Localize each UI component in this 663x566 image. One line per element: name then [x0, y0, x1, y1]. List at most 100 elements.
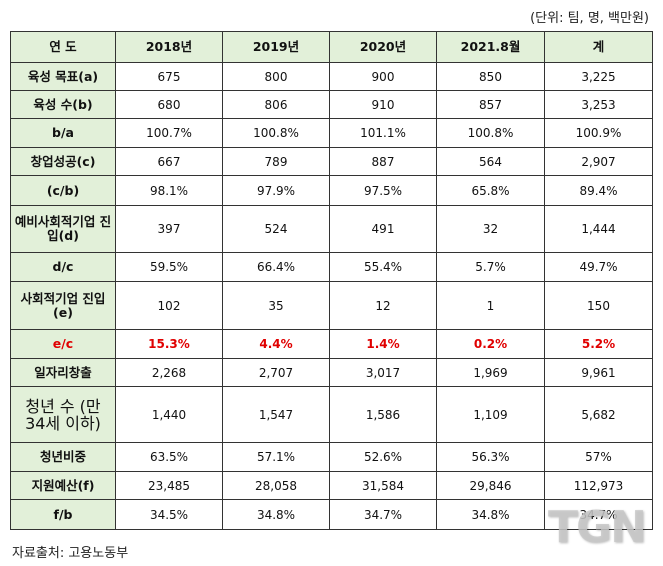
table-cell: 2,707: [222, 358, 330, 387]
row-label: e/c: [10, 329, 116, 359]
table-row: 일자리창출 2,268 2,707 3,017 1,969 9,961: [10, 358, 653, 387]
table-cell: 34.7%: [329, 499, 437, 530]
table-cell: 675: [115, 62, 223, 91]
table-cell: 52.6%: [329, 442, 437, 472]
table-cell: 65.8%: [436, 175, 545, 206]
table-cell: 55.4%: [329, 252, 437, 282]
table-cell: 3,017: [329, 358, 437, 387]
table-row: b/a 100.7% 100.8% 101.1% 100.8% 100.9%: [10, 118, 653, 148]
row-label: b/a: [10, 118, 116, 148]
row-label: 사회적기업 진입(e): [10, 281, 116, 330]
table-cell: 23,485: [115, 471, 223, 500]
table-cell: 112,973: [544, 471, 653, 500]
table-row-highlight: e/c 15.3% 4.4% 1.4% 0.2% 5.2%: [10, 329, 653, 359]
table-cell: 2,268: [115, 358, 223, 387]
header-cell-year: 연 도: [10, 31, 116, 63]
table-cell: 100.9%: [544, 118, 653, 148]
table-cell: 1,109: [436, 386, 545, 443]
table-cell: 35: [222, 281, 330, 330]
table-cell: 910: [329, 90, 437, 119]
table-cell: 49.7%: [544, 252, 653, 282]
header-cell-2021: 2021.8월: [436, 31, 545, 63]
row-label: 예비사회적기업 진입(d): [10, 205, 116, 253]
table-cell: 1,440: [115, 386, 223, 443]
table-cell: 524: [222, 205, 330, 253]
table-cell: 57.1%: [222, 442, 330, 472]
table-row: 청년 수 (만 34세 이하) 1,440 1,547 1,586 1,109 …: [10, 386, 653, 443]
table-cell: 3,253: [544, 90, 653, 119]
table-cell: 850: [436, 62, 545, 91]
table-cell: 89.4%: [544, 175, 653, 206]
row-label: (c/b): [10, 175, 116, 206]
table-row: (c/b) 98.1% 97.9% 97.5% 65.8% 89.4%: [10, 175, 653, 206]
table-cell: 3,225: [544, 62, 653, 91]
table-cell: 59.5%: [115, 252, 223, 282]
header-cell-2018: 2018년: [115, 31, 223, 63]
table-cell: 1,586: [329, 386, 437, 443]
table-cell: 150: [544, 281, 653, 330]
table-cell: 63.5%: [115, 442, 223, 472]
table-cell: 887: [329, 147, 437, 176]
table-cell: 680: [115, 90, 223, 119]
statistics-table: 연 도 2018년 2019년 2020년 2021.8월 계 육성 목표(a)…: [10, 31, 653, 530]
table-cell: 5.2%: [544, 329, 653, 359]
row-label: 청년 수 (만 34세 이하): [10, 386, 116, 443]
table-row: 창업성공(c) 667 789 887 564 2,907: [10, 147, 653, 176]
table-cell: 34.7%: [544, 499, 653, 530]
table-cell: 564: [436, 147, 545, 176]
table-cell: 491: [329, 205, 437, 253]
table-cell: 31,584: [329, 471, 437, 500]
watermark-logo: TGN: [548, 502, 647, 553]
table-cell: 102: [115, 281, 223, 330]
table-cell: 97.5%: [329, 175, 437, 206]
table-cell: 101.1%: [329, 118, 437, 148]
header-cell-2020: 2020년: [329, 31, 437, 63]
table-cell: 2,907: [544, 147, 653, 176]
table-cell: 66.4%: [222, 252, 330, 282]
table-cell: 34.8%: [436, 499, 545, 530]
row-label: f/b: [10, 499, 116, 530]
table-row: 육성 목표(a) 675 800 900 850 3,225: [10, 62, 653, 91]
table-cell: 28,058: [222, 471, 330, 500]
table-cell: 1,444: [544, 205, 653, 253]
row-label: 육성 목표(a): [10, 62, 116, 91]
row-label: d/c: [10, 252, 116, 282]
table-cell: 857: [436, 90, 545, 119]
table-cell: 4.4%: [222, 329, 330, 359]
table-row: 사회적기업 진입(e) 102 35 12 1 150: [10, 281, 653, 330]
header-cell-total: 계: [544, 31, 653, 63]
table-cell: 15.3%: [115, 329, 223, 359]
table-cell: 1,547: [222, 386, 330, 443]
table-row: d/c 59.5% 66.4% 55.4% 5.7% 49.7%: [10, 252, 653, 282]
table-cell: 1,969: [436, 358, 545, 387]
table-cell: 29,846: [436, 471, 545, 500]
table-cell: 32: [436, 205, 545, 253]
row-label: 육성 수(b): [10, 90, 116, 119]
table-cell: 100.8%: [436, 118, 545, 148]
table-cell: 56.3%: [436, 442, 545, 472]
table-cell: 98.1%: [115, 175, 223, 206]
row-label: 지원예산(f): [10, 471, 116, 500]
table-cell: 806: [222, 90, 330, 119]
table-cell: 12: [329, 281, 437, 330]
unit-note: (단위: 팀, 명, 백만원): [530, 11, 649, 26]
table-cell: 5.7%: [436, 252, 545, 282]
table-cell: 5,682: [544, 386, 653, 443]
table-row: f/b 34.5% 34.8% 34.7% 34.8% 34.7%: [10, 499, 653, 530]
header-cell-2019: 2019년: [222, 31, 330, 63]
table-cell: 34.5%: [115, 499, 223, 530]
table-cell: 789: [222, 147, 330, 176]
table-cell: 397: [115, 205, 223, 253]
table-cell: 0.2%: [436, 329, 545, 359]
table-row: 지원예산(f) 23,485 28,058 31,584 29,846 112,…: [10, 471, 653, 500]
table-cell: 667: [115, 147, 223, 176]
table-row: 예비사회적기업 진입(d) 397 524 491 32 1,444: [10, 205, 653, 253]
table-cell: 100.7%: [115, 118, 223, 148]
table-cell: 800: [222, 62, 330, 91]
table-row: 육성 수(b) 680 806 910 857 3,253: [10, 90, 653, 119]
table-cell: 34.8%: [222, 499, 330, 530]
table-cell: 9,961: [544, 358, 653, 387]
table-cell: 1.4%: [329, 329, 437, 359]
row-label: 청년비중: [10, 442, 116, 472]
table-row: 청년비중 63.5% 57.1% 52.6% 56.3% 57%: [10, 442, 653, 472]
